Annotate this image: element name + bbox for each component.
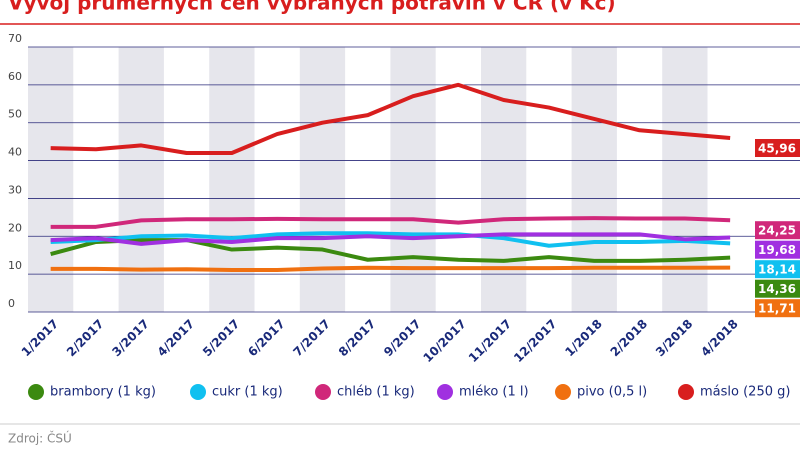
legend-swatch <box>437 384 453 400</box>
line <box>50 231 731 248</box>
band <box>481 47 527 312</box>
value-label-box <box>755 221 800 240</box>
y-tick-label: 30 <box>8 183 22 196</box>
band <box>390 47 436 312</box>
band <box>299 47 346 312</box>
x-tick-label: 1/2018 <box>562 317 605 360</box>
x-tick-label: 11/2017 <box>466 317 514 365</box>
x-tick-label: 7/2017 <box>291 317 334 360</box>
value-label: 11,71 <box>758 302 796 316</box>
x-tick-label: 4/2018 <box>698 317 741 360</box>
line <box>50 82 731 155</box>
value-label-box <box>755 279 800 298</box>
value-label: 45,96 <box>758 142 796 156</box>
band <box>571 47 617 312</box>
value-label: 19,68 <box>758 243 796 257</box>
x-tick-label: 2/2017 <box>64 317 107 360</box>
legend-swatch <box>678 384 694 400</box>
y-tick-label: 10 <box>8 259 22 272</box>
x-tick-label: 12/2017 <box>511 317 559 365</box>
x-tick-label: 3/2018 <box>653 317 696 360</box>
x-tick-label: 8/2017 <box>336 317 379 360</box>
y-tick-label: 50 <box>8 108 22 121</box>
x-tick-label: 4/2017 <box>155 317 198 360</box>
legend-label: pivo (0,5 l) <box>577 385 647 400</box>
value-label-box <box>755 240 800 259</box>
band <box>118 47 164 312</box>
value-label-box <box>755 139 800 158</box>
y-tick-label: 0 <box>8 297 15 310</box>
x-tick-label: 5/2017 <box>200 317 243 360</box>
x-tick-label: 2/2018 <box>608 317 651 360</box>
legend-swatch <box>315 384 331 400</box>
legend-swatch <box>555 384 571 400</box>
y-tick-label: 20 <box>8 221 22 234</box>
band <box>209 47 255 312</box>
band <box>662 47 708 312</box>
x-tick-label: 10/2017 <box>421 317 469 365</box>
x-tick-label: 9/2017 <box>381 317 424 360</box>
legend-swatch <box>190 384 206 400</box>
y-tick-label: 70 <box>8 32 22 45</box>
source: Zdroj: ČSÚ <box>8 431 72 446</box>
chart-title: Vývoj průměrných cen vybraných potravin … <box>8 0 616 15</box>
legend-label: máslo (250 g) <box>700 385 790 400</box>
line <box>50 232 731 246</box>
line <box>50 216 731 229</box>
x-tick-label: 3/2017 <box>109 317 152 360</box>
x-tick-label: 1/2017 <box>19 317 62 360</box>
band <box>28 47 74 312</box>
y-tick-label: 60 <box>8 70 22 83</box>
y-tick-label: 40 <box>8 146 22 159</box>
x-tick-label: 6/2017 <box>245 317 288 360</box>
legend-label: chléb (1 kg) <box>337 385 415 400</box>
value-label-box <box>755 260 800 279</box>
legend-label: cukr (1 kg) <box>212 385 283 400</box>
legend-label: brambory (1 kg) <box>50 385 156 400</box>
legend-label: mléko (1 l) <box>459 385 529 400</box>
value-label-box <box>755 299 800 318</box>
value-label: 14,36 <box>758 282 796 296</box>
value-label: 24,25 <box>758 224 796 238</box>
line <box>50 265 731 272</box>
legend-swatch <box>28 384 44 400</box>
value-label: 18,14 <box>758 263 796 277</box>
